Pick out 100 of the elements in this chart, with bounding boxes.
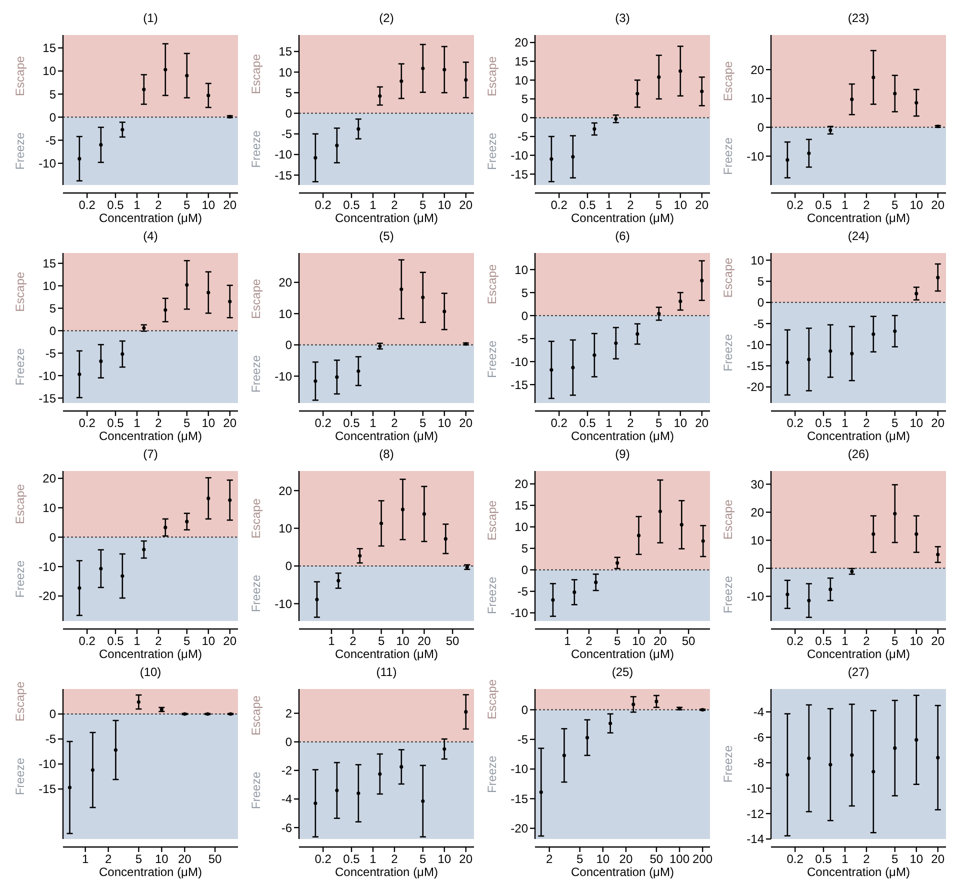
band-label: Escape — [721, 60, 735, 102]
x-tick-label: 10 — [910, 634, 924, 648]
x-tick-label: 5 — [420, 852, 427, 866]
x-tick-label: 0.5 — [815, 198, 832, 212]
y-tick-label: -5 — [753, 316, 764, 331]
y-tick-label: 5 — [49, 301, 56, 316]
band-label: Escape — [13, 56, 27, 96]
x-axis-title: Concentration (μM) — [99, 211, 202, 225]
x-axis-title: Concentration (μM) — [99, 865, 202, 879]
chart-title: (24) — [848, 229, 870, 243]
band-label: Freeze — [485, 340, 499, 378]
x-tick-label: 20 — [223, 198, 237, 212]
x-tick-label: 10 — [202, 416, 216, 430]
chart-title: (8) — [379, 447, 394, 461]
x-tick-label: 20 — [223, 416, 237, 430]
band-label: Escape — [249, 278, 263, 319]
x-tick-label: 2 — [391, 852, 398, 866]
band-label: Freeze — [249, 354, 263, 393]
x-tick-label: 10 — [910, 198, 924, 212]
x-tick-label: 10 — [396, 634, 410, 648]
x-axis-title: Concentration (μM) — [807, 429, 910, 443]
band-label: Freeze — [13, 758, 27, 796]
x-tick-label: 5 — [892, 198, 899, 212]
y-tick-label: -15 — [510, 378, 528, 392]
y-tick-label: -15 — [510, 167, 528, 182]
x-tick-label: 1 — [328, 634, 336, 648]
x-tick-label: 0.2 — [786, 634, 804, 648]
y-tick-label: 10 — [278, 65, 292, 80]
x-tick-label: 2 — [627, 198, 634, 212]
x-tick-label: 20 — [459, 198, 473, 212]
x-tick-label: 2 — [863, 198, 870, 212]
x-tick-label: 2 — [391, 198, 398, 212]
y-tick-label: 0 — [757, 120, 764, 135]
y-tick-label: 0 — [49, 324, 56, 338]
x-tick-label: 1 — [370, 852, 377, 866]
chart-title: (2) — [379, 11, 394, 25]
y-tick-label: 15 — [42, 256, 56, 271]
x-tick-label: 20 — [931, 634, 945, 648]
y-tick-label: -12 — [746, 806, 764, 821]
y-tick-label: -10 — [274, 148, 292, 162]
y-tick-label: 30 — [750, 477, 764, 492]
y-tick-label: -5 — [517, 130, 528, 144]
y-tick-label: 20 — [750, 62, 764, 77]
x-tick-label: 5 — [184, 198, 191, 212]
y-tick-label: 10 — [750, 253, 764, 268]
y-tick-label: -2 — [281, 764, 292, 778]
x-tick-label: 10 — [438, 198, 452, 212]
y-tick-label: -20 — [746, 380, 764, 394]
x-tick-label: 1 — [134, 634, 141, 648]
x-tick-label: 0.5 — [579, 198, 596, 212]
x-tick-label: 2 — [350, 634, 357, 648]
y-tick-label: 0 — [49, 530, 56, 544]
y-tick-label: -14 — [746, 832, 764, 846]
y-tick-label: 0 — [285, 106, 292, 120]
x-tick-label: 10 — [910, 416, 924, 430]
y-tick-label: 0 — [521, 563, 528, 578]
y-tick-label: -10 — [38, 368, 56, 383]
x-tick-label: 1 — [606, 198, 613, 212]
x-tick-label: 10 — [202, 634, 216, 648]
y-tick-label: 10 — [514, 73, 528, 88]
x-tick-label: 1 — [842, 198, 849, 212]
y-tick-label: 0 — [285, 559, 292, 574]
band-label: Freeze — [249, 574, 263, 612]
x-axis-title: Concentration (μM) — [335, 211, 438, 225]
x-tick-label: 0.5 — [815, 852, 832, 866]
x-tick-label: 10 — [438, 416, 452, 430]
y-tick-label: -5 — [45, 732, 56, 746]
x-tick-label: 50 — [650, 852, 664, 866]
y-tick-label: 15 — [514, 54, 528, 69]
x-tick-label: 2 — [155, 416, 162, 430]
y-tick-label: -15 — [38, 391, 56, 406]
y-tick-label: -15 — [274, 168, 292, 182]
x-tick-label: 2 — [391, 416, 398, 430]
y-tick-label: -5 — [517, 584, 528, 599]
band-label: Freeze — [485, 755, 499, 794]
x-tick-label: 5 — [892, 416, 899, 430]
x-tick-label: 1 — [134, 416, 141, 430]
y-tick-label: 15 — [42, 41, 56, 56]
x-tick-label: 20 — [418, 634, 432, 648]
y-tick-label: 0 — [285, 338, 292, 352]
x-tick-label: 5 — [656, 416, 663, 430]
x-axis-title: Concentration (μM) — [807, 647, 910, 661]
y-tick-label: -20 — [510, 822, 528, 836]
chart-title: (23) — [848, 11, 870, 25]
chart-title: (7) — [143, 447, 158, 461]
x-tick-label: 2 — [155, 198, 162, 212]
y-tick-label: -10 — [38, 757, 56, 772]
x-tick-label: 2 — [863, 416, 870, 430]
x-tick-label: 2 — [586, 634, 593, 648]
x-tick-label: 200 — [692, 852, 713, 866]
y-tick-label: -10 — [274, 596, 292, 611]
x-tick-label: 20 — [459, 852, 473, 866]
band-label: Escape — [249, 695, 263, 736]
x-tick-label: 20 — [931, 852, 945, 866]
chart-title: (27) — [848, 665, 870, 679]
x-tick-label: 20 — [178, 852, 192, 866]
y-tick-label: 15 — [514, 498, 528, 513]
x-axis-title: Concentration (μM) — [571, 865, 674, 879]
y-tick-label: 10 — [750, 92, 764, 106]
chart-title: (26) — [848, 447, 870, 461]
